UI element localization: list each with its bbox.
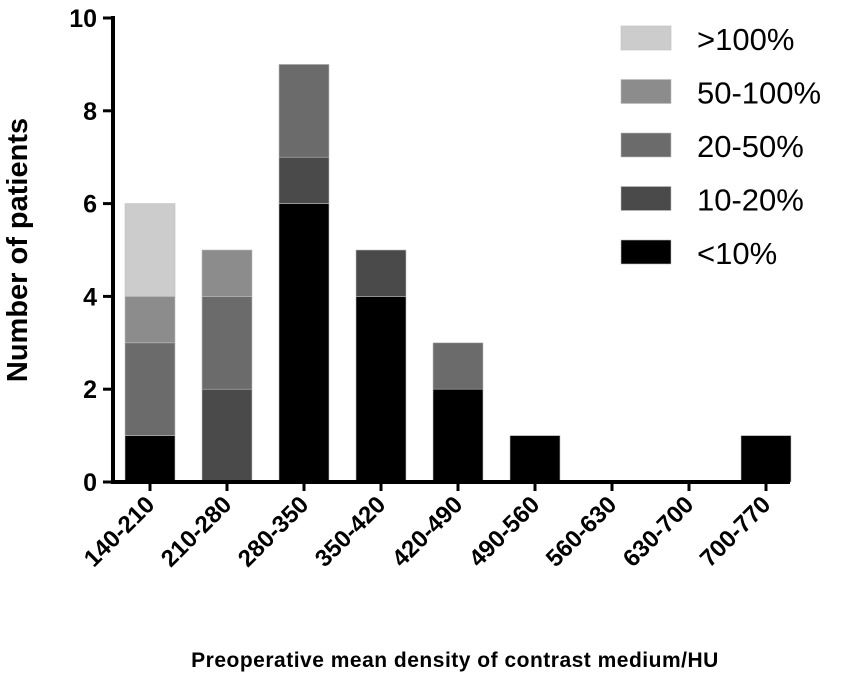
- y-tick-label: 0: [83, 469, 97, 497]
- bar-segment: [201, 249, 253, 297]
- bar-segment: [124, 203, 176, 297]
- bar-segment: [355, 249, 407, 297]
- x-tick-label: 560-630: [541, 491, 622, 572]
- bar-segment: [201, 388, 253, 483]
- legend-label: 20-50%: [697, 129, 804, 164]
- bar-segment: [278, 203, 330, 483]
- legend-swatch: [620, 186, 672, 211]
- bar-segment: [124, 342, 176, 436]
- bar-segment: [278, 156, 330, 204]
- axes: 140-210210-280280-350350-420420-490490-5…: [69, 5, 790, 573]
- bar-segment: [509, 435, 561, 483]
- x-tick-label: 490-560: [464, 491, 545, 572]
- y-tick-label: 2: [83, 376, 97, 404]
- y-tick-label: 8: [83, 98, 97, 126]
- legend-label: 50-100%: [697, 76, 821, 111]
- legend-label: 10-20%: [697, 183, 804, 218]
- x-tick-label: 630-700: [618, 491, 699, 572]
- bar-segment: [124, 435, 176, 483]
- x-tick-label: 350-420: [310, 491, 391, 572]
- x-tick-label: 420-490: [387, 491, 468, 572]
- bar-segment: [432, 342, 484, 390]
- bar-segment: [740, 435, 792, 483]
- bar-segment: [355, 296, 407, 483]
- x-tick-label: 280-350: [233, 491, 314, 572]
- bar-segment: [278, 64, 330, 158]
- legend-swatch: [620, 79, 672, 104]
- bar-segment: [201, 296, 253, 390]
- y-tick-label: 4: [83, 283, 97, 311]
- y-tick-label: 10: [69, 5, 97, 33]
- legend-swatch: [620, 239, 672, 265]
- bar-segment: [432, 388, 484, 483]
- bars: [124, 64, 792, 483]
- x-tick-label: 210-280: [156, 491, 237, 572]
- y-axis-label: Number of patients: [2, 118, 34, 382]
- legend-label: <10%: [697, 236, 777, 271]
- bar-segment: [124, 296, 176, 344]
- x-axis-label: Preoperative mean density of contrast me…: [191, 649, 719, 672]
- y-tick-label: 6: [83, 191, 97, 219]
- legend-swatch: [620, 132, 672, 158]
- legend-swatch: [620, 25, 672, 51]
- legend: >100% 50-100% 20-50% 10-20% <10%: [620, 22, 821, 271]
- x-tick-label: 700-770: [695, 491, 776, 572]
- legend-label: >100%: [697, 22, 794, 57]
- x-tick-label: 140-210: [79, 491, 160, 572]
